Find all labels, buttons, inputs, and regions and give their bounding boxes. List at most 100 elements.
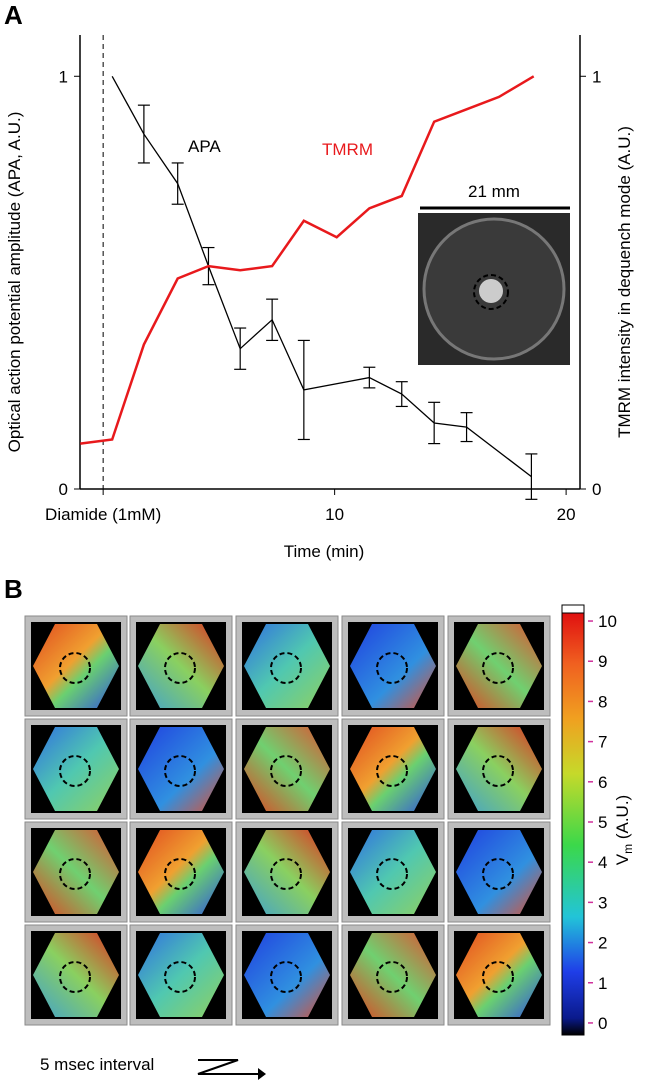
panel-label: B <box>4 574 23 604</box>
colorbar-tick-label: 10 <box>598 612 617 631</box>
tile-circle <box>164 961 196 993</box>
tile-map <box>138 727 224 811</box>
colorbar-tick-label: 0 <box>598 1014 607 1033</box>
tile-circle <box>376 961 408 993</box>
tile-circle <box>270 755 302 787</box>
annotation: 21 mm <box>468 182 520 201</box>
tile-circle <box>59 755 91 787</box>
tile-map <box>350 830 436 914</box>
map-tile <box>447 718 551 820</box>
x-axis-label: Time (min) <box>284 542 365 561</box>
map-tile <box>129 615 233 717</box>
label-part: m <box>621 844 635 854</box>
map-tile <box>341 718 445 820</box>
tile-circle <box>59 858 91 890</box>
tile-circle <box>482 961 514 993</box>
colorbar-label: Vm (A.U.) <box>613 795 635 865</box>
tile-map <box>33 624 119 708</box>
tile-map <box>33 933 119 1017</box>
tile-circle <box>270 652 302 684</box>
tile-circle <box>270 961 302 993</box>
map-tile <box>129 821 233 923</box>
map-tile <box>235 718 339 820</box>
tile-circle <box>482 755 514 787</box>
series-line <box>80 75 535 445</box>
colorbar-tick-label: 1 <box>598 974 607 993</box>
map-tile <box>129 924 233 1026</box>
tile-map <box>33 727 119 811</box>
x-tick-label: 10 <box>325 505 344 524</box>
inset-circle <box>473 274 509 310</box>
map-tile <box>24 718 128 820</box>
tile-circle <box>482 652 514 684</box>
colorbar-tick-label: 2 <box>598 934 607 953</box>
tile-circle <box>482 858 514 890</box>
tile-circle <box>270 858 302 890</box>
error-bar <box>234 327 247 370</box>
x-tick-label: Diamide (1mM) <box>45 505 161 524</box>
error-bar <box>460 412 473 443</box>
tile-circle <box>376 858 408 890</box>
map-tile <box>341 615 445 717</box>
colorbar-tick-label: 8 <box>598 692 607 711</box>
error-bar <box>525 453 538 500</box>
error-bar <box>395 381 408 408</box>
error-bar <box>137 104 150 164</box>
tile-map <box>138 830 224 914</box>
error-bar <box>266 298 279 342</box>
tile-circle <box>164 858 196 890</box>
tile-map <box>244 624 330 708</box>
tile-map <box>456 830 542 914</box>
tile-circle <box>59 652 91 684</box>
tile-map <box>33 830 119 914</box>
annotation: APA <box>188 137 221 156</box>
tile-map <box>350 933 436 1017</box>
caption: 5 msec interval <box>40 1055 154 1074</box>
colorbar-tick-label: 9 <box>598 652 607 671</box>
y2-tick-label: 0 <box>592 480 601 499</box>
map-tile <box>24 615 128 717</box>
x-tick-label: 20 <box>557 505 576 524</box>
tile-map <box>456 624 542 708</box>
map-tile <box>235 615 339 717</box>
y2-tick-label: 1 <box>592 67 601 86</box>
label-part: (A.U.) <box>613 795 632 844</box>
colorbar-tick-label: 3 <box>598 893 607 912</box>
tile-circle <box>59 961 91 993</box>
map-tile <box>447 615 551 717</box>
tile-map <box>138 933 224 1017</box>
tile-map <box>350 624 436 708</box>
tile-map <box>350 727 436 811</box>
colorbar-tick-label: 5 <box>598 813 607 832</box>
tile-circle <box>164 755 196 787</box>
error-bar <box>428 401 441 445</box>
inset-spot <box>479 279 503 303</box>
tile-map <box>244 830 330 914</box>
y-axis-label: Optical action potential amplitude (APA,… <box>5 112 24 453</box>
tile-circle <box>376 755 408 787</box>
map-tile <box>24 821 128 923</box>
series-line <box>111 75 532 478</box>
map-tile <box>447 924 551 1026</box>
panel-label: A <box>4 0 23 30</box>
y-tick-label: 1 <box>59 67 68 86</box>
colorbar-tick-label: 6 <box>598 773 607 792</box>
tile-circle <box>376 652 408 684</box>
map-tile <box>447 821 551 923</box>
tile-circle <box>164 652 196 684</box>
map-tile <box>341 924 445 1026</box>
arrow-head <box>258 1068 266 1080</box>
map-tile <box>341 821 445 923</box>
annotation: TMRM <box>322 140 373 159</box>
tile-map <box>244 933 330 1017</box>
tile-map <box>138 624 224 708</box>
label-part: V <box>613 853 632 865</box>
error-bar <box>171 162 184 205</box>
colorbar <box>561 612 585 1036</box>
tile-map <box>244 727 330 811</box>
error-bar <box>297 339 310 441</box>
colorbar-tick-label: 7 <box>598 733 607 752</box>
tile-map <box>456 933 542 1017</box>
y2-axis-label: TMRM intensity in dequench mode (A.U.) <box>615 126 634 438</box>
